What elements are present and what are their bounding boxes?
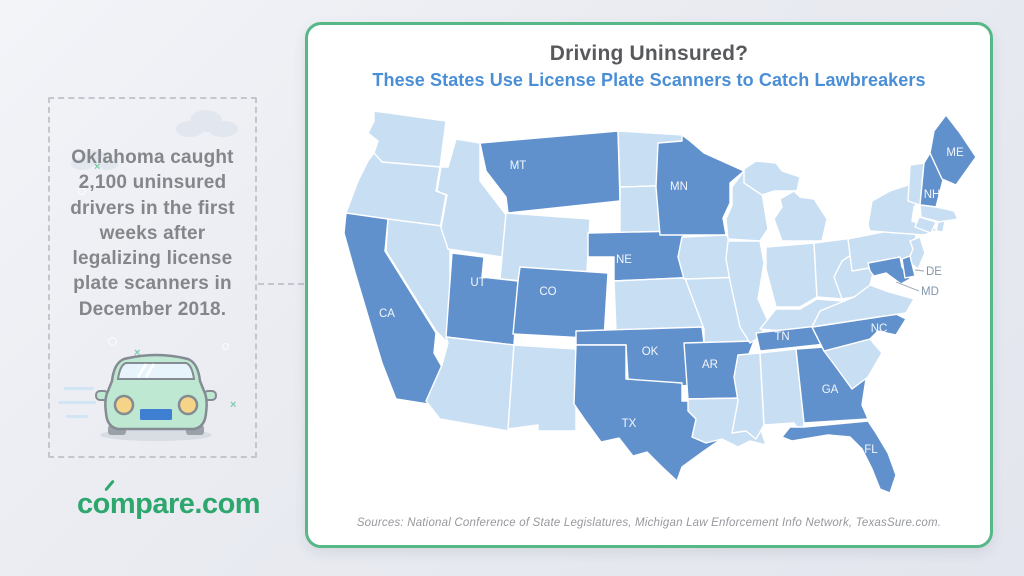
- state-nm: [507, 344, 577, 432]
- state-me: [929, 114, 977, 186]
- sources-note: Sources: National Conference of State Le…: [356, 517, 942, 529]
- sparkle-icon: ×: [94, 161, 101, 173]
- state-co: [512, 266, 609, 340]
- state-label-nc: NC: [871, 323, 888, 335]
- dashed-connector: [258, 283, 304, 285]
- state-fl: [781, 420, 897, 494]
- state-label-ar: AR: [702, 359, 718, 371]
- card-title: Driving Uninsured?: [549, 42, 749, 65]
- state-id: [436, 138, 507, 258]
- cloud-icon: [176, 110, 238, 137]
- logo-text: c: [77, 488, 93, 520]
- md-leader-line: [895, 281, 920, 292]
- callout-box: × × × Oklahoma caught 2,100 uninsured dr…: [48, 97, 257, 458]
- logo-magnifier-o: o: [92, 488, 111, 520]
- ring-icon: [78, 187, 86, 195]
- de-leader-line: [914, 269, 925, 272]
- state-label-ok: OK: [642, 346, 659, 358]
- compare-logo: compare.com: [77, 488, 261, 521]
- state-label-ne: NE: [616, 254, 632, 266]
- us-states-map: MT MN ME NH CA UT CO NE OK TX AR TN NC G…: [343, 110, 977, 494]
- car-illustration: [95, 353, 217, 441]
- state-label-tn: TN: [774, 331, 789, 343]
- state-nj: [907, 236, 926, 270]
- state-label-ca: CA: [379, 308, 395, 320]
- speed-line: [66, 415, 88, 418]
- sparkle-icon: ×: [134, 347, 141, 359]
- state-label-co: CO: [539, 286, 556, 298]
- state-or: [345, 152, 447, 230]
- state-label-nh: NH: [924, 189, 941, 201]
- state-label-mt: MT: [510, 160, 527, 172]
- state-ms: [731, 352, 765, 440]
- state-mi-upper: [743, 160, 801, 196]
- callout-label-de: DE: [926, 266, 942, 278]
- state-tx: [573, 344, 735, 482]
- state-label-ut: UT: [470, 277, 485, 289]
- ring-icon: [108, 337, 117, 346]
- logo-text: mpare.com: [109, 488, 261, 520]
- state-ct: [914, 216, 937, 234]
- state-ri: [935, 220, 946, 233]
- state-label-ga: GA: [822, 384, 839, 396]
- state-nh: [919, 152, 944, 208]
- map-card: Driving Uninsured? These States Use Lice…: [305, 22, 993, 548]
- state-mt: [479, 130, 621, 214]
- cloud-icon: [71, 150, 118, 170]
- state-az: [425, 336, 515, 432]
- callout-label-md: MD: [921, 286, 939, 298]
- callout-text: Oklahoma caught 2,100 uninsured drivers …: [70, 147, 235, 320]
- state-label-fl: FL: [864, 444, 878, 456]
- state-label-me: ME: [946, 147, 964, 159]
- sparkle-icon: ×: [230, 399, 237, 411]
- card-subtitle: These States Use License Plate Scanners …: [372, 70, 926, 90]
- state-label-mn: MN: [670, 181, 688, 193]
- state-de: [901, 255, 916, 279]
- ring-icon: [222, 343, 229, 350]
- state-mi: [773, 190, 828, 242]
- speed-line: [64, 387, 94, 390]
- state-mn: [655, 134, 745, 236]
- state-label-tx: TX: [622, 418, 637, 430]
- state-in: [765, 242, 818, 308]
- speed-line: [58, 401, 96, 404]
